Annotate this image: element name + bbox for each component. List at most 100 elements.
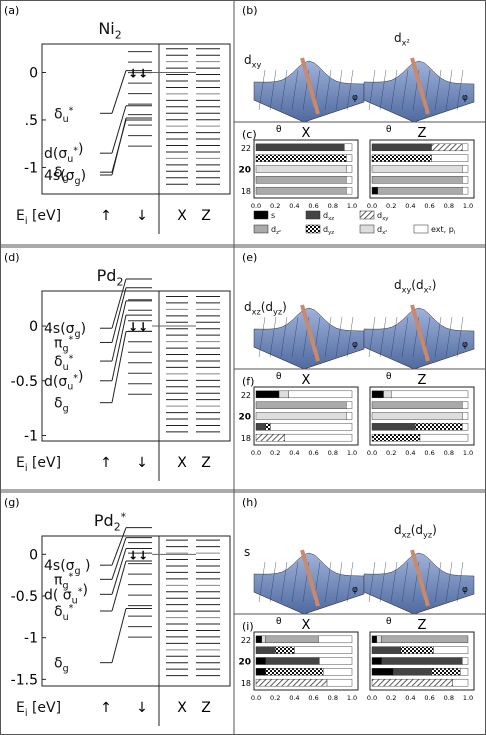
bar-segment [346,165,353,173]
surface-panel: (b) dxy θ φ dx² θ φ [234,4,486,135]
energy-axes [41,43,231,195]
legend-label: s [271,211,275,220]
bar-xtick-label: 1.0 [347,202,357,210]
panel-label: (b) [242,4,258,17]
surface-mesh [368,69,376,111]
energy-axes [41,290,231,442]
panel-label: (f) [242,375,254,388]
surface-mesh [335,561,343,603]
surface-mesh [291,561,299,603]
bar-group-title: X [302,618,311,633]
bar-segment [255,154,347,162]
surface-mesh [258,69,266,111]
surface-mesh [258,561,266,603]
bar-xtick-label: 0.8 [444,449,454,457]
bar-xtick-label: 1.0 [463,202,473,210]
legend-label: dxy [377,211,389,222]
bar-segment [255,433,285,442]
bar-segment [371,646,401,654]
legend-label: dyz [323,225,334,236]
level-connector [111,331,127,403]
bar-segment [255,165,347,173]
bar-segment [371,433,421,442]
surface-panel: (h) s θ φ dxz(dyz) θ φ [234,496,486,627]
bar-row-label: 20 [238,658,251,668]
bar-segment [371,143,432,152]
surface-mesh [335,69,343,111]
legend-swatch [253,224,269,234]
bar-segment [462,176,469,184]
bar-segment [460,668,469,676]
bar-segment [371,678,453,687]
orbital-label: δu* [54,353,74,373]
surface-peak [300,304,320,362]
surface-peak [300,549,320,607]
surface-peak [300,57,320,115]
y-tick-label: -0.5 [11,374,38,390]
theta-label: θ [276,617,282,627]
bar-segment [371,186,378,195]
orbital-label: δg [54,396,69,415]
level-connector [111,527,127,566]
orbital-label: d(σu*) [44,369,84,393]
surface-mesh [346,69,354,111]
bar-segment [265,635,319,644]
surface-mesh [456,69,464,111]
orbital-label: d(σu*) [44,141,84,165]
bar-segment [462,657,469,665]
bar-xtick-label: 0.6 [308,449,318,457]
bar-row-label: 18 [241,187,251,196]
bar-segment [346,401,353,409]
bar-xtick-label: 1.0 [347,449,357,457]
surface-title: dxy [244,53,261,69]
energy-axis-label: Ei [eV] [16,455,61,474]
bar-segment [346,186,353,195]
surface-mesh [445,561,453,603]
level-connector [111,314,127,381]
bar-xtick-label: 1.0 [347,694,357,702]
bar-segment [400,646,434,654]
surface-peak [410,549,430,607]
bar-row-label: 20 [238,413,251,423]
legend-label: dxz [323,211,334,222]
bar-segment [255,635,262,644]
surface-mesh [291,316,299,358]
orbital-label: δu* [54,106,74,126]
bar-xtick-label: 1.0 [463,449,473,457]
energy-panel: (g) Pd2* 0 -0.5 -1 -1.5 Ei [eV] ↑ ↓ X Z 4s(σg )πg*d… [4,496,231,726]
surface-mesh [445,316,453,358]
bar-segment [265,668,324,676]
column-label: ↓ [136,700,148,716]
y-tick-label: -0.5 [11,589,38,605]
column-label: ↑ [100,208,112,224]
orbital-label: πg* [54,572,73,592]
bar-segment [319,657,353,665]
bar-group-title: Z [418,373,427,388]
bar-segment [371,176,463,184]
level-connector [111,278,127,329]
electron-arrows: ↓↓ [128,320,148,334]
column-label: ↓ [136,208,148,224]
column-label: X [177,208,187,224]
legend-swatch [359,210,375,220]
surface-mesh [401,69,409,111]
bar-segment [346,154,353,162]
surface-peak [410,304,430,362]
surface-title: dx² [394,31,410,47]
surface-panel: (e) dxz(dyz) θ φ dxy(dx²) θ φ [234,251,486,382]
electron-arrows: ↓↓ [128,548,148,562]
orbital-label: πg* [54,335,73,355]
surface-mesh [346,316,354,358]
panel-label: (i) [242,620,254,633]
y-tick-label: 0 [29,65,38,81]
bar-segment [255,412,347,420]
bar-xtick-label: 0.8 [328,449,338,457]
y-tick-label: 0 [29,319,38,335]
energy-axis-label: Ei [eV] [16,700,61,719]
bar-xtick-label: 0.6 [424,449,434,457]
legend-swatch [359,224,375,234]
